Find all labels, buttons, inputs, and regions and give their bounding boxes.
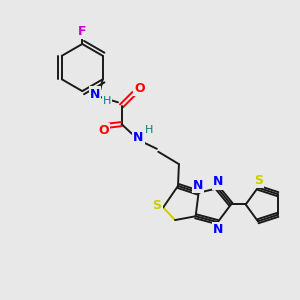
Text: F: F: [78, 25, 86, 38]
Text: O: O: [134, 82, 145, 95]
Text: N: N: [213, 223, 224, 236]
Text: S: S: [152, 199, 161, 212]
Text: H: H: [103, 96, 111, 106]
Text: N: N: [213, 175, 224, 188]
Text: N: N: [90, 88, 100, 100]
Text: H: H: [145, 125, 154, 135]
Text: O: O: [98, 124, 109, 137]
Text: N: N: [133, 131, 143, 144]
Text: S: S: [254, 174, 263, 187]
Text: N: N: [193, 179, 203, 192]
